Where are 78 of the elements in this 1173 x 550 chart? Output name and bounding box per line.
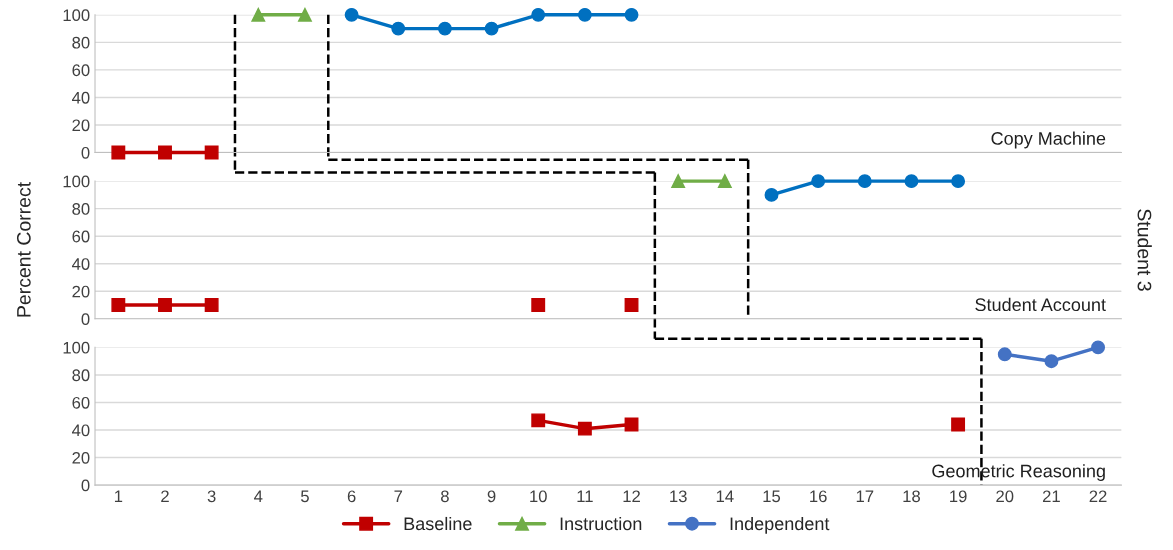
y-tick-label: 20 xyxy=(72,285,90,298)
x-tick-label: 12 xyxy=(623,490,640,503)
x-tick-label: 17 xyxy=(856,490,874,503)
point xyxy=(577,7,592,22)
y-tick-label: 100 xyxy=(63,341,90,354)
point xyxy=(764,187,779,202)
x-tick-label: 14 xyxy=(716,490,734,503)
y-axis-title: Percent Correct xyxy=(16,182,31,317)
point xyxy=(951,174,966,189)
x-tick-label: 13 xyxy=(670,490,687,503)
x-tick-label: 4 xyxy=(254,490,263,503)
point xyxy=(904,174,919,189)
point xyxy=(1044,354,1059,369)
point xyxy=(624,7,639,22)
legend-label: Baseline xyxy=(404,516,472,531)
point xyxy=(204,298,219,312)
x-tick-label: 21 xyxy=(1042,490,1060,503)
point xyxy=(437,21,452,36)
y-tick-label: 0 xyxy=(81,146,90,159)
y-tick-label: 80 xyxy=(72,203,90,215)
y-tick-label: 60 xyxy=(72,64,90,77)
x-tick-label: 19 xyxy=(950,490,967,503)
point xyxy=(111,145,126,160)
y-tick-label: 80 xyxy=(72,36,90,49)
point xyxy=(531,298,546,312)
point xyxy=(624,298,639,312)
point xyxy=(951,417,966,432)
annotation: Geometric Reasoning xyxy=(932,464,1105,481)
x-tick-label: 11 xyxy=(577,490,593,503)
point xyxy=(111,298,126,312)
x-tick-label: 1 xyxy=(114,490,123,503)
point xyxy=(344,7,359,22)
x-tick-label: 20 xyxy=(996,490,1014,503)
point xyxy=(298,7,312,22)
x-tick-label: 16 xyxy=(810,490,827,503)
point xyxy=(1091,340,1106,355)
x-tick-label: 2 xyxy=(161,490,169,503)
x-tick-label: 8 xyxy=(441,490,449,503)
annotation: Copy Machine xyxy=(991,131,1106,149)
legend-label: Independent xyxy=(730,516,830,534)
point xyxy=(997,347,1012,362)
y-tick-label: 60 xyxy=(72,230,90,243)
y-tick-label: 40 xyxy=(72,258,90,270)
point xyxy=(391,21,406,36)
y-tick-label: 0 xyxy=(81,479,90,492)
x-tick-label: 5 xyxy=(300,490,309,503)
point xyxy=(811,174,826,189)
x-tick-label: 10 xyxy=(530,490,547,503)
y-tick-label: 100 xyxy=(63,175,90,188)
x-tick-label: 7 xyxy=(394,490,403,503)
point xyxy=(531,7,546,22)
y-tick-label: 60 xyxy=(72,396,90,409)
y-tick-label: 0 xyxy=(81,313,90,326)
point xyxy=(717,174,732,189)
y-tick-label: 40 xyxy=(72,91,90,104)
point xyxy=(204,145,219,160)
point xyxy=(531,413,546,428)
y-tick-label: 100 xyxy=(63,9,90,22)
annotation: Student Account xyxy=(975,297,1106,312)
point xyxy=(158,298,172,312)
point xyxy=(158,145,172,160)
x-tick-label: 22 xyxy=(1089,490,1107,503)
point xyxy=(251,7,266,22)
point xyxy=(577,421,592,436)
point xyxy=(484,21,499,36)
y2-axis-title: Student 3 xyxy=(1137,209,1152,291)
x-tick-label: 6 xyxy=(347,490,356,503)
x-tick-label: 15 xyxy=(763,490,781,503)
x-tick-label: 9 xyxy=(487,490,496,503)
point xyxy=(671,174,686,189)
point xyxy=(857,174,872,189)
x-tick-label: 18 xyxy=(903,490,920,503)
y-tick-label: 20 xyxy=(72,451,90,464)
y-tick-label: 80 xyxy=(72,369,90,382)
legend-label: Instruction xyxy=(560,516,642,531)
x-tick-label: 3 xyxy=(207,490,216,503)
y-tick-label: 20 xyxy=(72,119,90,132)
y-tick-label: 40 xyxy=(72,424,90,437)
